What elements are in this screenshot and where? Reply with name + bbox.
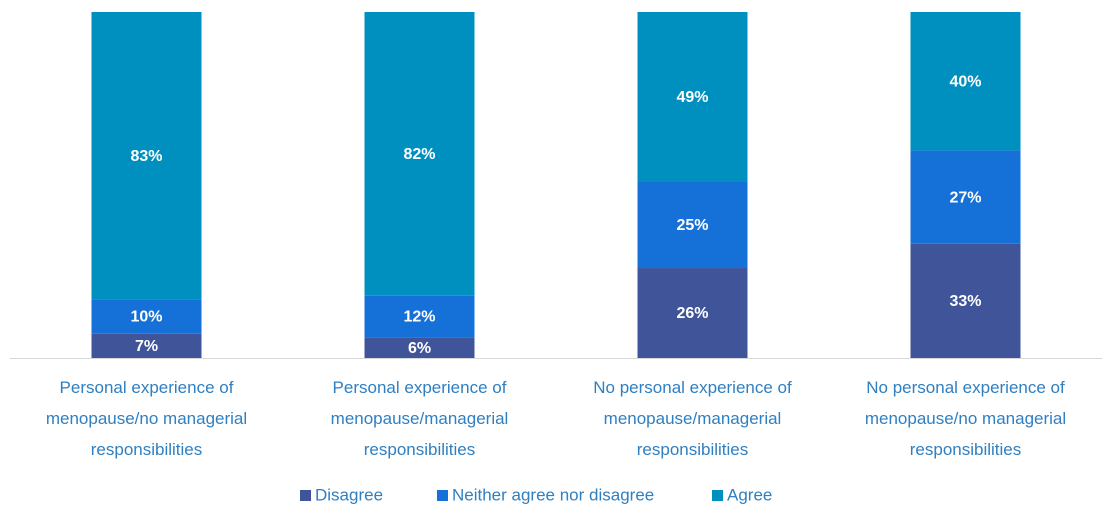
data-label: 10% xyxy=(130,309,162,326)
bar-segment xyxy=(637,268,748,358)
bar-segment xyxy=(637,181,748,269)
legend-swatch xyxy=(300,490,311,501)
x-tick-label: No personal experience of menopause/mana… xyxy=(593,378,792,459)
bar-segment xyxy=(910,243,1021,358)
data-label: 6% xyxy=(408,340,431,357)
x-tick-label: Personal experience of menopause/no mana… xyxy=(45,378,248,459)
legend-label: Neither agree nor disagree xyxy=(452,485,654,504)
bar-segment xyxy=(910,150,1021,244)
data-label: 33% xyxy=(949,293,981,310)
legend-label: Agree xyxy=(727,485,772,504)
bar-segment xyxy=(91,12,202,300)
bar-segment xyxy=(910,12,1021,151)
legend-swatch xyxy=(712,490,723,501)
bar-segment xyxy=(91,299,202,334)
bar-segment xyxy=(637,12,748,182)
data-label: 82% xyxy=(403,146,435,163)
data-label: 12% xyxy=(403,309,435,326)
bar-segment xyxy=(364,295,475,338)
legend-label: Disagree xyxy=(315,485,383,504)
data-label: 7% xyxy=(135,338,158,355)
data-label: 40% xyxy=(949,73,981,90)
data-label: 83% xyxy=(130,148,162,165)
x-tick-label: Personal experience of menopause/manager… xyxy=(330,378,509,459)
legend-swatch xyxy=(437,490,448,501)
bar-segment xyxy=(91,333,202,358)
data-label: 25% xyxy=(676,217,708,234)
data-label: 27% xyxy=(949,189,981,206)
x-tick-label: No personal experience of menopause/no m… xyxy=(864,378,1067,459)
data-label: 26% xyxy=(676,305,708,322)
bar-segment xyxy=(364,337,475,358)
data-label: 49% xyxy=(676,89,708,106)
bar-segment xyxy=(364,12,475,296)
